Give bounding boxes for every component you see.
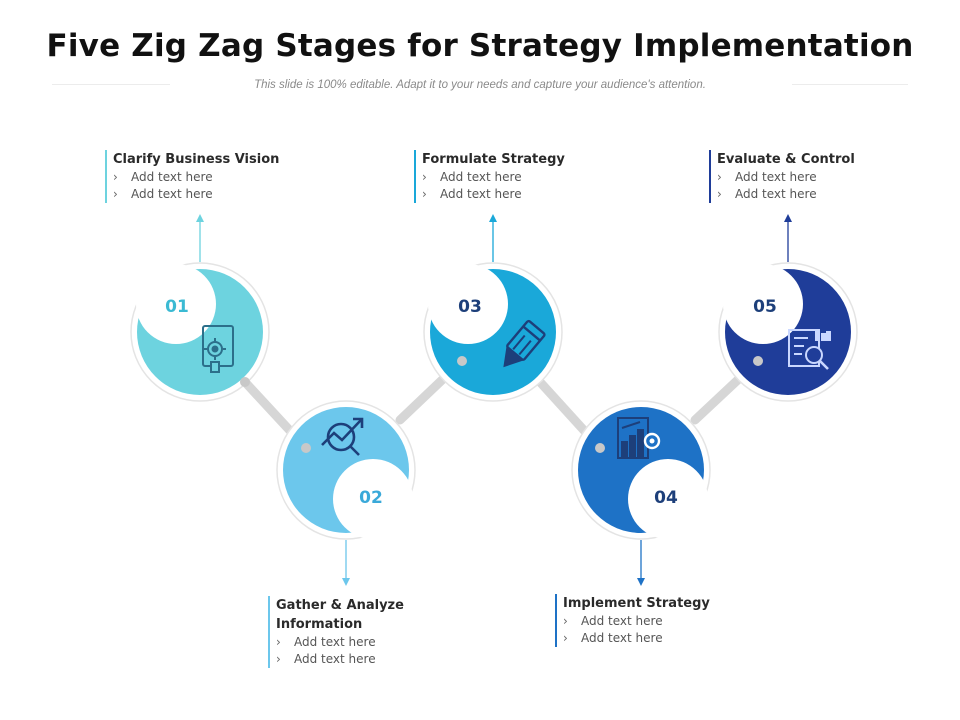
report-magnifier-icon — [788, 329, 831, 370]
chevron-right-icon: › — [563, 631, 568, 645]
stage-title-02: Gather & Analyze Information — [276, 598, 404, 632]
stage-bullet: › Add text here — [113, 187, 213, 201]
stage-label-01: Clarify Business Vision › Add text here ›… — [105, 150, 279, 203]
stage-circle-04 — [571, 400, 711, 540]
subtitle-rule-left — [52, 84, 170, 85]
stage-label-03: Formulate Strategy › Add text here › Add t… — [414, 150, 565, 203]
chevron-right-icon: › — [276, 652, 281, 666]
chevron-right-icon: › — [276, 635, 281, 649]
stage-bullet: › Add text here — [563, 614, 663, 628]
stage-label-04: Implement Strategy › Add text here › Add t… — [555, 594, 710, 647]
chevron-right-icon: › — [422, 170, 427, 184]
stage-circle-01 — [130, 262, 270, 402]
stage-label-05: Evaluate & Control › Add text here › Add t… — [709, 150, 855, 203]
chart-gear-icon — [617, 417, 661, 459]
stage-title-03: Formulate Strategy — [422, 152, 565, 167]
business-vision-document-gear-icon — [202, 325, 234, 373]
chevron-right-icon: › — [422, 187, 427, 201]
chevron-right-icon: › — [717, 187, 722, 201]
chevron-right-icon: › — [113, 170, 118, 184]
stage-bullet: › Add text here — [276, 635, 376, 649]
page-subtitle: This slide is 100% editable. Adapt it to… — [254, 79, 706, 91]
page-title: Five Zig Zag Stages for Strategy Impleme… — [46, 28, 914, 64]
stage-title-05: Evaluate & Control — [717, 152, 855, 167]
stage-bullet: › Add text here — [113, 170, 213, 184]
stage-bullet: › Add text here — [422, 187, 522, 201]
stage-circle-02 — [276, 400, 416, 540]
stage-label-02: Gather & Analyze Information › Add text h… — [268, 596, 436, 668]
stage-number-01: 01 — [165, 297, 189, 317]
subtitle-rule-right — [792, 84, 908, 85]
chevron-right-icon: › — [717, 170, 722, 184]
stage-bullet: › Add text here — [717, 170, 817, 184]
stage-bullet: › Add text here — [717, 187, 817, 201]
stage-title-01: Clarify Business Vision — [113, 152, 280, 167]
stage-bullet: › Add text here — [563, 631, 663, 645]
stage-number-03: 03 — [458, 297, 482, 317]
chevron-right-icon: › — [563, 614, 568, 628]
pencil-icon — [503, 319, 546, 368]
stage-number-05: 05 — [753, 297, 777, 317]
stage-title-04: Implement Strategy — [563, 596, 710, 611]
stage-bullet: › Add text here — [276, 652, 376, 666]
analyze-trend-magnifier-icon — [321, 417, 364, 456]
stage-number-02: 02 — [359, 488, 383, 508]
chevron-right-icon: › — [113, 187, 118, 201]
stage-bullet: › Add text here — [422, 170, 522, 184]
stage-number-04: 04 — [654, 488, 678, 508]
